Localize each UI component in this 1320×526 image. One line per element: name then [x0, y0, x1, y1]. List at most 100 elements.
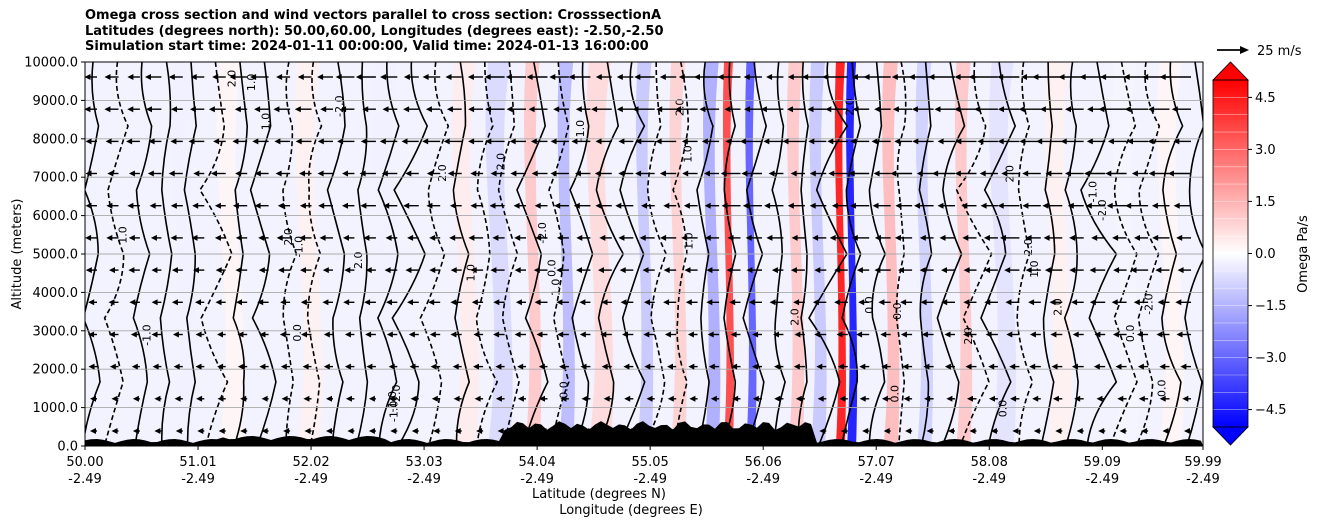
contour-label: 2.0: [495, 153, 508, 171]
wind-vector-head: [1072, 331, 1079, 338]
wind-vector-head: [618, 234, 625, 241]
wind-vector-head: [1012, 428, 1019, 434]
wind-vector-head: [892, 106, 899, 113]
contour-label: -1.0: [388, 401, 401, 422]
wind-vector-head: [1052, 395, 1059, 402]
wind-vector-head: [594, 170, 601, 177]
wind-vector-head: [787, 106, 793, 113]
wind-vector-head: [694, 74, 700, 80]
wind-vector-head: [703, 170, 710, 177]
wind-vector-head: [663, 299, 670, 306]
wind-vector-head: [484, 74, 491, 80]
wind-vector-head: [1096, 395, 1103, 402]
wind-vector-head: [319, 234, 326, 241]
wind-vector-head: [793, 299, 800, 306]
wind-vector-head: [812, 234, 819, 241]
terrain-silhouette: [85, 421, 1203, 446]
wind-vector-head: [809, 202, 816, 209]
wind-vector-head: [1180, 363, 1187, 370]
wind-vector-head: [681, 234, 688, 241]
wind-vector-head: [259, 331, 266, 338]
wind-vector-head: [490, 267, 497, 274]
wind-vector-head: [1079, 74, 1086, 80]
wind-vector-head: [1107, 138, 1114, 145]
wind-vector-head: [730, 331, 737, 338]
wind-vector-head: [1133, 299, 1140, 306]
wind-vector-head: [470, 170, 477, 177]
colorbar-ticks: 4.5 3.0 1.5 0.0 −1.5 −3.0 −4.5: [1248, 91, 1287, 418]
wind-vector-head: [642, 267, 649, 274]
wind-vector-head: [774, 363, 780, 370]
wind-vector-head: [595, 74, 602, 80]
wind-vector-head: [215, 299, 222, 306]
wind-vector-head: [771, 267, 778, 274]
wind-vector-head: [1005, 299, 1012, 306]
wind-vector-head: [304, 428, 311, 434]
wind-vector-head: [919, 267, 926, 274]
contour-label: 1.0: [681, 145, 694, 163]
wind-vector-head: [470, 202, 477, 209]
wind-vector-head: [635, 170, 642, 177]
wind-vector-head: [189, 106, 196, 113]
contour-label: -1.0: [293, 236, 306, 257]
wind-vector-head: [131, 363, 138, 370]
wind-vector-head: [195, 363, 202, 370]
wind-vector-head: [997, 202, 1004, 209]
x-tick-label-lon: -2.49: [746, 472, 780, 487]
wind-vector-head: [667, 363, 673, 370]
wind-vector-head: [252, 138, 259, 145]
wind-vector-head: [859, 363, 866, 370]
wind-vector-head: [836, 331, 843, 338]
wind-vector-head: [1094, 331, 1101, 338]
wind-vector-head: [405, 267, 412, 274]
wind-vector-head: [752, 395, 759, 402]
wind-vector-head: [85, 202, 92, 209]
wind-vector-head: [725, 138, 732, 145]
wind-vector-head: [318, 202, 325, 209]
wind-vector-head: [704, 202, 711, 209]
wind-vector-head: [1091, 234, 1098, 241]
wind-vector-head: [1137, 363, 1144, 370]
wind-vector-head: [984, 299, 991, 306]
wind-vector-head: [85, 170, 92, 177]
wind-vector-head: [601, 299, 608, 306]
wind-vector-head: [807, 106, 814, 113]
contour-label: 0.0: [557, 381, 570, 399]
wind-vector-head: [656, 106, 663, 113]
wind-vector-head: [550, 138, 557, 145]
wind-vector-head: [948, 428, 954, 434]
wind-vector-head: [407, 299, 413, 306]
wind-vector-head: [217, 395, 224, 402]
wind-vector-head: [664, 331, 671, 338]
wind-vector-head: [388, 395, 395, 402]
wind-vector-head: [1042, 202, 1049, 209]
wind-vector-head: [660, 234, 667, 241]
wind-vector-head: [403, 106, 410, 113]
wind-vector-head: [635, 138, 642, 145]
wind-vector-head: [539, 395, 545, 402]
wind-vector-head: [492, 234, 499, 241]
wind-vector-head: [928, 74, 935, 80]
wind-vector-head: [276, 74, 283, 80]
wind-vector-head: [403, 74, 410, 80]
wind-vector-head: [1089, 299, 1096, 306]
wind-vector-head: [809, 170, 816, 177]
wind-vector-head: [1136, 331, 1143, 338]
wind-vector-head: [294, 106, 301, 113]
wind-vector-head: [926, 428, 933, 434]
wind-vector-head: [1173, 138, 1180, 145]
wind-vector-head: [429, 267, 436, 274]
wind-vector-head: [168, 74, 175, 80]
wind-vector-head: [1098, 106, 1105, 113]
wind-vector-head: [748, 299, 755, 306]
wind-vector-head: [317, 138, 324, 145]
wind-vector-head: [168, 170, 175, 177]
wind-vector-head: [365, 267, 372, 274]
wind-vector-head: [1060, 138, 1067, 145]
colorbar-label: Omega Pa/s: [1296, 215, 1311, 293]
wind-vector-head: [342, 202, 348, 209]
wind-vector-head: [1131, 170, 1138, 177]
wind-vector-head: [641, 202, 647, 209]
title-line-1: Omega cross section and wind vectors par…: [85, 8, 662, 23]
wind-vector-head: [274, 138, 281, 145]
